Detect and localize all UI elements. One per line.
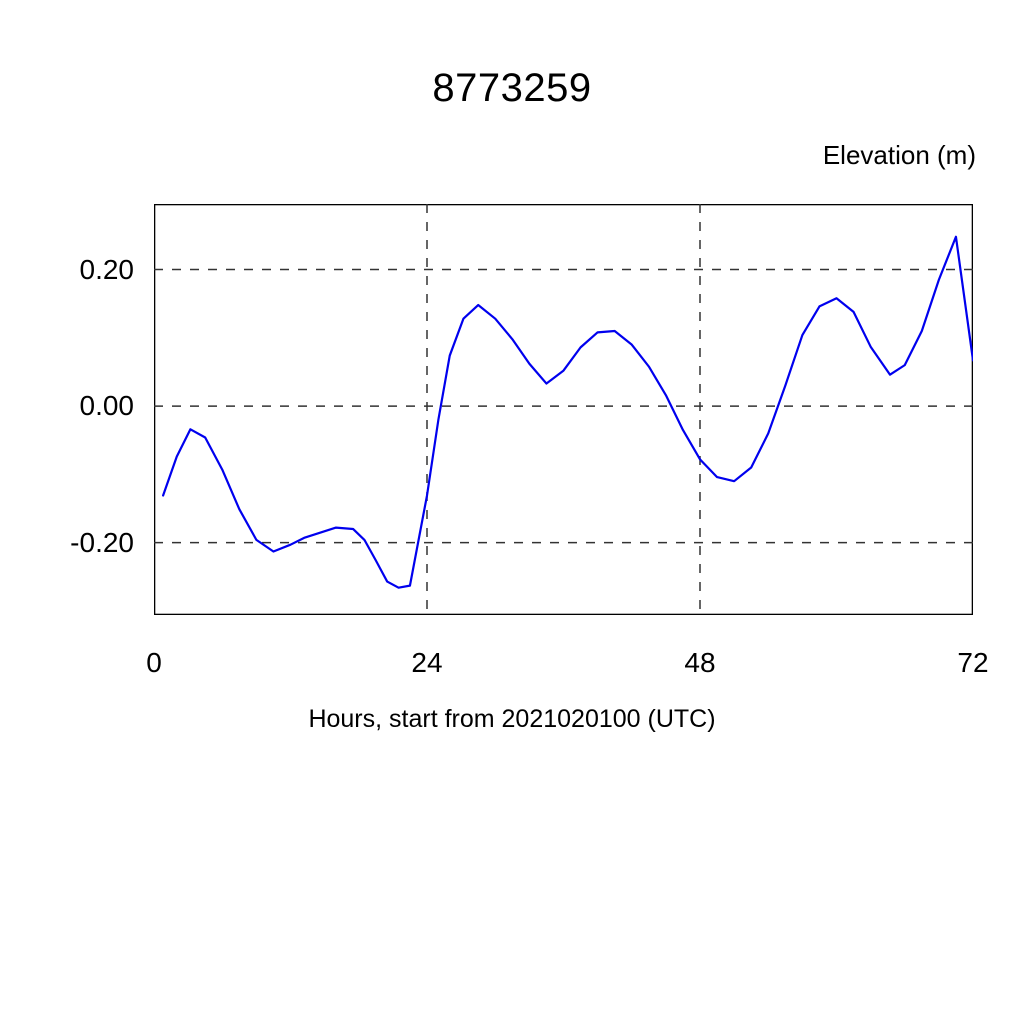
plot-area [154,204,973,615]
page-title: 8773259 [432,66,592,110]
x-axis-label: Hours, start from 2021020100 (UTC) [308,705,716,733]
x-tick-label: 72 [957,647,989,678]
x-tick-label: 0 [146,647,162,678]
line-chart-svg [154,204,973,615]
x-tick-label: 48 [684,647,716,678]
y-tick-label: 0.00 [79,390,135,422]
y-tick-label: 0.20 [79,253,135,285]
data-series-line-0 [162,235,973,589]
x-tick-label: 24 [411,647,443,678]
y-tick-label: -0.20 [70,526,134,558]
plot-frame [154,204,973,615]
y-axis-label: Elevation (m) [822,140,976,170]
y-tick-label-group: -0.20 0.00 0.20 [10,0,134,1024]
